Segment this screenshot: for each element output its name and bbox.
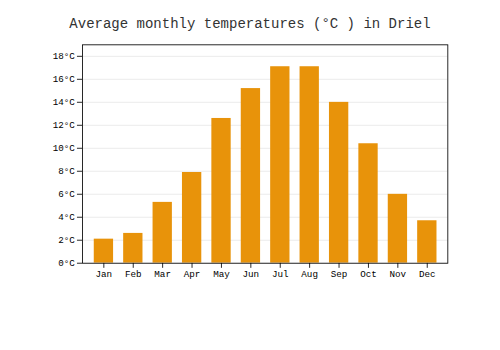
svg-text:May: May [213,269,230,280]
svg-text:12°C: 12°C [53,120,76,131]
svg-text:0°C: 0°C [58,258,75,269]
html-text:Average monthly temperatures (: Average monthly temperatures (°C ) in Dr… [69,16,431,32]
svg-text:10°C: 10°C [53,143,76,154]
svg-text:Oct: Oct [360,269,377,280]
svg-text:Mar: Mar [154,269,171,280]
svg-text:16°C: 16°C [53,74,76,85]
svg-text:14°C: 14°C [53,97,76,108]
svg-text:Jan: Jan [96,269,113,280]
svg-text:6°C: 6°C [58,189,75,200]
svg-text:Sep: Sep [331,269,348,280]
svg-text:2°C: 2°C [58,235,75,246]
svg-text:Apr: Apr [184,269,201,280]
svg-text:Dec: Dec [419,269,436,280]
svg-text:Jun: Jun [243,269,260,280]
svg-text:18°C: 18°C [53,51,76,62]
svg-text:4°C: 4°C [58,212,75,223]
svg-text:Jul: Jul [272,269,289,280]
svg-text:Feb: Feb [125,269,142,280]
svg-text:8°C: 8°C [58,166,75,177]
svg-text:Nov: Nov [390,269,407,280]
svg-text:Aug: Aug [301,269,318,280]
